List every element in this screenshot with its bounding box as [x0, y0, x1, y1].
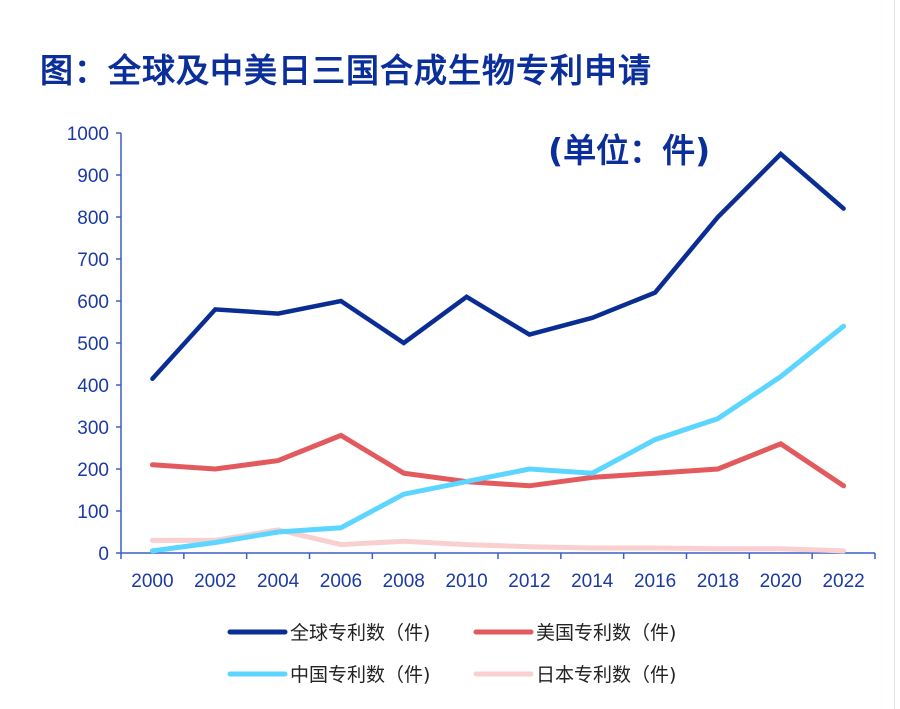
y-tick-label: 700	[77, 250, 109, 271]
series-line-3	[149, 527, 847, 554]
x-tick-label: 2010	[445, 571, 487, 592]
y-tick-label: 1000	[67, 124, 109, 145]
chart-title: 图：全球及中美日三国合成生物专利申请	[40, 51, 652, 90]
x-tick-label: 2002	[194, 571, 236, 592]
page-edge	[894, 0, 895, 709]
x-tick-label: 2014	[571, 571, 614, 592]
x-tick-label: 2000	[131, 571, 173, 592]
series-line-1	[149, 432, 847, 489]
y-tick-label: 200	[77, 460, 109, 481]
y-tick-label: 0	[98, 544, 109, 565]
series-line-0	[150, 150, 846, 381]
x-tick-label: 2018	[697, 571, 739, 592]
y-tick-label: 600	[77, 292, 109, 313]
y-tick-label: 100	[77, 502, 109, 523]
legend-label-3: 日本专利数（件)	[536, 664, 676, 686]
y-tick-label: 800	[77, 208, 109, 229]
x-tick-label: 2008	[383, 571, 425, 592]
series-line-2	[149, 323, 847, 554]
y-tick-label: 500	[77, 334, 109, 355]
y-tick-label: 400	[77, 376, 109, 397]
legend-label-0: 全球专利数（件)	[290, 622, 430, 644]
y-tick-label: 300	[77, 418, 109, 439]
x-tick-label: 2004	[257, 571, 300, 592]
legend-label-1: 美国专利数（件)	[536, 622, 676, 644]
x-tick-label: 2016	[634, 571, 676, 592]
x-tick-label: 2022	[822, 571, 864, 592]
x-tick-label: 2012	[508, 571, 550, 592]
legend-label-2: 中国专利数（件)	[290, 664, 430, 686]
unit-annotation: (单位：件)	[548, 131, 711, 170]
x-tick-label: 2020	[760, 571, 802, 592]
x-tick-label: 2006	[320, 571, 362, 592]
y-tick-label: 900	[77, 166, 109, 187]
